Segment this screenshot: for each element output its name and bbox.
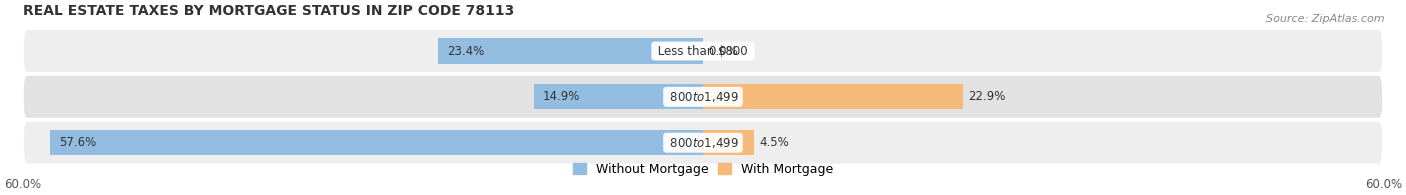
Text: $800 to $1,499: $800 to $1,499 (666, 90, 740, 104)
Text: 22.9%: 22.9% (969, 90, 1005, 103)
FancyBboxPatch shape (22, 29, 1384, 73)
Bar (534, 84, 703, 109)
Text: 23.4%: 23.4% (447, 44, 484, 58)
Text: 0.0%: 0.0% (709, 44, 738, 58)
Text: 57.6%: 57.6% (59, 136, 96, 149)
Text: Less than $800: Less than $800 (654, 44, 752, 58)
Text: 14.9%: 14.9% (543, 90, 581, 103)
Bar (703, 84, 963, 109)
FancyBboxPatch shape (22, 121, 1384, 165)
FancyBboxPatch shape (22, 75, 1384, 119)
Text: Source: ZipAtlas.com: Source: ZipAtlas.com (1267, 14, 1385, 24)
Bar (51, 130, 703, 155)
Text: 4.5%: 4.5% (759, 136, 789, 149)
Legend: Without Mortgage, With Mortgage: Without Mortgage, With Mortgage (574, 163, 832, 176)
Bar (703, 130, 754, 155)
Text: $800 to $1,499: $800 to $1,499 (666, 136, 740, 150)
Text: REAL ESTATE TAXES BY MORTGAGE STATUS IN ZIP CODE 78113: REAL ESTATE TAXES BY MORTGAGE STATUS IN … (22, 4, 515, 18)
Bar (437, 38, 703, 64)
